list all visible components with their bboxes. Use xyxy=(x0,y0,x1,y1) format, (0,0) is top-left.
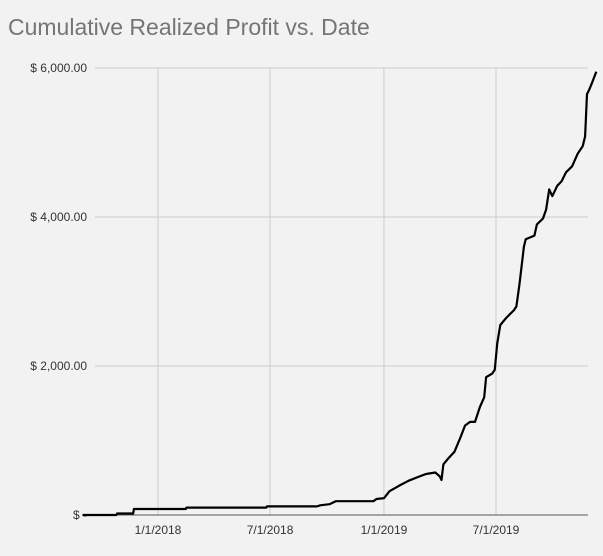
y-tick-label: $ 6,000.00 xyxy=(30,61,87,75)
gridlines xyxy=(95,67,588,515)
y-tick-label: $ 4,000.00 xyxy=(30,210,87,224)
y-tick-label: $ - xyxy=(73,508,87,522)
cumulative-profit-line xyxy=(82,71,598,517)
x-tick-label: 7/1/2019 xyxy=(473,523,520,537)
x-tick-label: 1/1/2018 xyxy=(135,523,182,537)
y-axis-ticks: $ 6,000.00 $ 4,000.00 $ 2,000.00 $ - xyxy=(30,61,87,522)
x-axis-ticks: 1/1/2018 7/1/2018 1/1/2019 7/1/2019 xyxy=(135,523,520,537)
chart-title: Cumulative Realized Profit vs. Date xyxy=(8,14,370,40)
x-tick-label: 1/1/2019 xyxy=(361,523,408,537)
y-tick-label: $ 2,000.00 xyxy=(30,359,87,373)
x-tick-label: 7/1/2018 xyxy=(247,523,294,537)
